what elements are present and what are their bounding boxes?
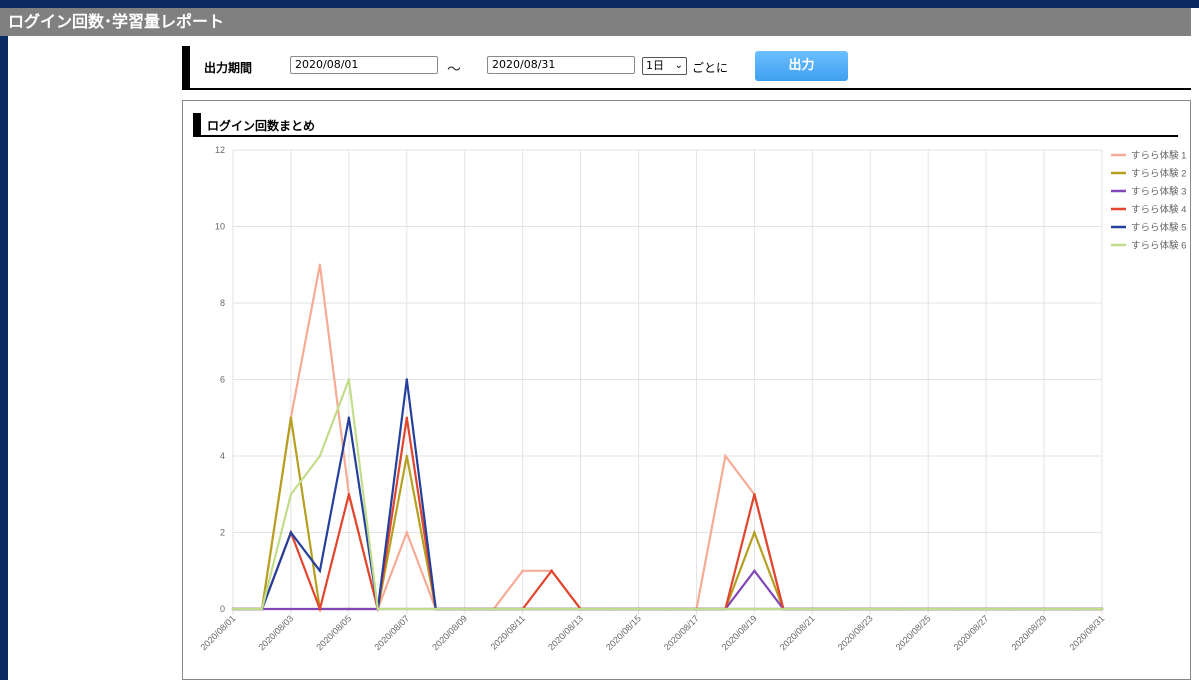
data-point: [492, 607, 495, 611]
x-tick-label: 2020/08/01: [198, 613, 237, 652]
data-point: [840, 607, 843, 611]
x-tick-label: 2020/08/13: [546, 613, 585, 652]
data-point: [811, 607, 814, 611]
data-point: [550, 569, 553, 572]
chevron-down-icon: ⌄: [674, 60, 683, 71]
y-tick-label: 10: [215, 222, 225, 232]
data-point: [521, 569, 524, 572]
x-tick-label: 2020/08/21: [778, 613, 817, 652]
data-point: [1013, 607, 1017, 611]
data-point: [898, 607, 901, 611]
legend-label: すらら体験 6: [1131, 240, 1186, 252]
page-title: ログイン回数･学習量レポート: [0, 8, 1191, 36]
filter-bar-accent: [182, 46, 190, 90]
data-point: [463, 607, 466, 611]
x-tick-label: 2020/08/05: [314, 613, 353, 652]
data-point: [927, 607, 930, 611]
data-point: [405, 416, 408, 419]
data-point: [318, 263, 322, 266]
data-point: [955, 607, 959, 611]
data-point: [753, 569, 756, 572]
legend-label: すらら体験 3: [1131, 186, 1186, 198]
legend-label: すらら体験 2: [1131, 168, 1186, 180]
section-header: ログイン回数まとめ: [193, 113, 1178, 137]
series-line: [233, 379, 1102, 611]
x-tick-label: 2020/08/03: [256, 613, 295, 652]
interval-select[interactable]: 1日 ⌄: [642, 57, 687, 75]
data-point: [260, 607, 264, 611]
y-tick-label: 6: [220, 375, 225, 385]
data-point: [753, 607, 756, 611]
login-count-chart: 0 2 4 6 8 10 12 2020/08/01 2020/08/03 2020/08/05 2…: [198, 145, 1186, 652]
x-tick-label: 2020/08/31: [1067, 613, 1106, 652]
x-tick-label: 2020/08/11: [489, 613, 527, 651]
data-point: [579, 607, 582, 611]
x-tick-label: 2020/08/23: [836, 613, 875, 652]
data-point: [1100, 607, 1104, 611]
data-point: [347, 607, 351, 611]
data-point: [724, 607, 727, 611]
data-point: [869, 607, 872, 611]
data-point: [289, 607, 293, 611]
x-tick-label: 2020/08/15: [604, 613, 643, 652]
data-point: [695, 607, 698, 611]
legend-label: すらら体験 1: [1131, 150, 1186, 162]
data-point: [289, 531, 293, 534]
legend-label: すらら体験 4: [1131, 204, 1186, 216]
data-point: [405, 378, 408, 381]
x-tick-label: 2020/08/19: [720, 613, 759, 652]
y-tick-label: 2: [220, 528, 225, 538]
series-line: [233, 568, 1102, 611]
data-point: [753, 531, 756, 534]
data-point: [521, 607, 524, 611]
per-label: ごとに: [692, 61, 729, 75]
data-point: [1042, 607, 1046, 611]
chart-panel: ログイン回数まとめ 0 2 4 6 8 10 12 2020/08/01 2020/08/03 2…: [182, 100, 1191, 680]
data-point: [376, 607, 380, 611]
data-point: [289, 493, 293, 496]
data-point: [318, 607, 322, 611]
filter-bar: 出力期間 2020/08/01 ～ 2020/08/31 1日 ⌄ ごとに 出力: [182, 46, 1191, 90]
data-point: [550, 607, 553, 611]
y-tick-label: 8: [220, 298, 225, 308]
series-line: [233, 264, 1102, 613]
section-accent: [193, 113, 201, 135]
data-point: [637, 607, 640, 611]
x-tick-label: 2020/08/17: [662, 613, 701, 652]
data-point: [318, 569, 322, 572]
data-point: [318, 454, 322, 458]
data-point: [405, 607, 408, 611]
legend-label: すらら体験 5: [1131, 222, 1186, 234]
data-point: [405, 531, 408, 534]
y-tick-label: 12: [215, 145, 225, 155]
range-tilde: ～: [447, 62, 461, 78]
output-button[interactable]: 出力: [755, 51, 848, 81]
interval-select-value: 1日: [646, 59, 664, 72]
data-point: [608, 607, 611, 611]
data-point: [753, 493, 756, 496]
data-point: [724, 454, 727, 458]
data-point: [289, 416, 293, 419]
data-point: [405, 454, 408, 458]
x-tick-label: 2020/08/07: [372, 613, 411, 652]
period-label: 出力期間: [204, 61, 253, 75]
data-point: [984, 607, 988, 611]
y-tick-label: 0: [220, 604, 225, 614]
data-point: [782, 607, 785, 611]
data-point: [666, 607, 669, 611]
data-point: [347, 493, 351, 496]
end-date-input[interactable]: 2020/08/31: [487, 56, 635, 74]
y-tick-label: 4: [220, 451, 225, 461]
start-date-input[interactable]: 2020/08/01: [290, 56, 438, 74]
data-point: [347, 378, 351, 381]
data-point: [347, 416, 351, 419]
section-title: ログイン回数まとめ: [207, 119, 316, 133]
x-tick-label: 2020/08/29: [1010, 613, 1049, 652]
x-tick-label: 2020/08/25: [894, 613, 933, 652]
data-point: [1071, 607, 1075, 611]
data-point: [434, 607, 437, 611]
data-point: [231, 607, 235, 611]
x-tick-label: 2020/08/09: [430, 613, 469, 652]
x-tick-label: 2020/08/27: [952, 613, 991, 652]
